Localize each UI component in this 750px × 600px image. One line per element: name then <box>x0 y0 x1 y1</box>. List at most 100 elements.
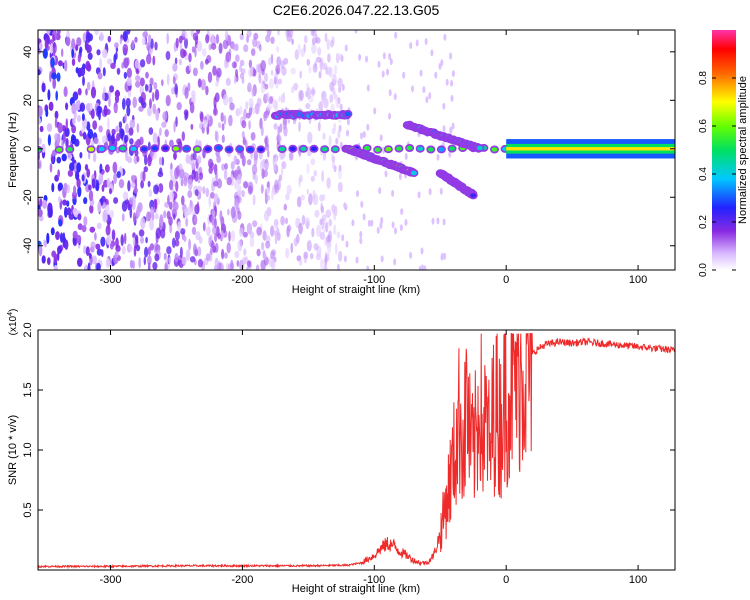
signal-point <box>476 145 483 151</box>
noise-blob <box>207 71 213 83</box>
noise-blob <box>107 132 111 142</box>
noise-blob <box>180 228 186 235</box>
noise-blob <box>308 193 313 206</box>
noise-blob <box>304 217 311 229</box>
noise-blob <box>175 180 179 192</box>
noise-blob <box>136 123 140 133</box>
noise-blob <box>132 212 137 224</box>
svg-text:(x104): (x104) <box>7 309 19 336</box>
noise-blob <box>173 201 179 211</box>
noise-blob <box>238 227 244 237</box>
noise-blob <box>114 42 119 49</box>
noise-blob <box>286 30 291 37</box>
noise-blob <box>212 65 217 76</box>
x-tick-label: 0 <box>503 574 509 586</box>
noise-blob <box>107 58 112 65</box>
noise-blob <box>55 231 60 241</box>
noise-blob <box>384 170 388 178</box>
noise-blob <box>134 36 138 43</box>
noise-blob <box>273 72 279 85</box>
noise-blob <box>251 88 256 97</box>
noise-blob <box>192 151 197 161</box>
noise-blob <box>174 252 179 263</box>
noise-blob <box>57 245 62 254</box>
noise-blob <box>282 161 287 170</box>
noise-blob <box>128 127 134 136</box>
noise-blob <box>312 193 319 206</box>
noise-blob <box>382 52 386 60</box>
noise-blob <box>328 218 333 227</box>
noise-blob <box>306 163 310 175</box>
noise-blob <box>259 44 262 52</box>
noise-blob <box>306 58 311 66</box>
signal-point <box>410 170 417 176</box>
noise-blob <box>214 233 218 243</box>
colorbar-tick-label: 0.8 <box>698 71 709 85</box>
noise-blob <box>114 105 118 112</box>
noise-blob <box>343 202 347 210</box>
noise-blob <box>306 188 309 195</box>
noise-blob <box>41 255 46 264</box>
snr-multiplier-base: (x10 <box>8 315 19 335</box>
noise-blob <box>111 133 115 145</box>
noise-blob <box>88 184 92 191</box>
noise-blob <box>165 50 171 61</box>
noise-blob <box>230 230 236 242</box>
noise-blob <box>276 56 282 67</box>
noise-blob <box>96 105 102 114</box>
noise-blob <box>211 209 216 217</box>
noise-blob <box>388 112 391 120</box>
noise-blob <box>204 58 209 65</box>
noise-blob <box>325 209 332 219</box>
noise-blob <box>212 107 218 116</box>
noise-blob <box>148 189 153 198</box>
noise-blob <box>333 212 337 221</box>
noise-blob <box>50 57 55 68</box>
noise-blob <box>169 191 175 201</box>
noise-blob <box>303 251 309 259</box>
noise-blob <box>153 81 158 90</box>
noise-blob <box>311 86 315 98</box>
noise-blob <box>346 118 350 126</box>
noise-blob <box>191 226 197 235</box>
noise-blob <box>338 85 342 93</box>
noise-blob <box>77 223 83 231</box>
noise-blob <box>226 242 231 254</box>
noise-blob <box>298 222 303 235</box>
noise-blob <box>185 249 191 261</box>
noise-blob <box>149 98 152 109</box>
noise-blob <box>77 88 82 96</box>
noise-blob <box>333 224 337 235</box>
noise-blob <box>64 127 70 138</box>
noise-blob <box>129 206 133 219</box>
noise-blob <box>164 129 169 138</box>
y-tick-label: 2.0 <box>22 322 34 337</box>
noise-blob <box>46 232 50 245</box>
noise-blob <box>188 52 192 63</box>
noise-blob <box>38 69 41 76</box>
noise-blob <box>51 72 57 80</box>
y-tick-label: 0 <box>22 146 34 152</box>
noise-blob <box>327 53 331 63</box>
noise-blob <box>82 76 85 86</box>
noise-blob <box>219 210 223 222</box>
noise-blob <box>141 101 147 109</box>
noise-blob <box>267 149 270 158</box>
noise-blob <box>51 250 57 258</box>
noise-blob <box>221 123 225 131</box>
snr-x-axis: -300 -200 -100 0 100 <box>100 330 647 586</box>
noise-blob <box>181 30 186 37</box>
noise-blob <box>173 150 177 161</box>
colorbar-tick-label: 0.2 <box>698 215 709 229</box>
noise-blob <box>92 255 97 265</box>
noise-blob <box>221 163 226 171</box>
noise-blob <box>108 96 111 108</box>
noise-blob <box>161 156 165 166</box>
noise-blob <box>155 227 161 239</box>
signal-point <box>215 145 222 151</box>
noise-blob <box>174 167 179 180</box>
noise-blob <box>38 161 41 169</box>
noise-blob <box>299 70 303 79</box>
x-tick-label: -100 <box>363 574 385 586</box>
